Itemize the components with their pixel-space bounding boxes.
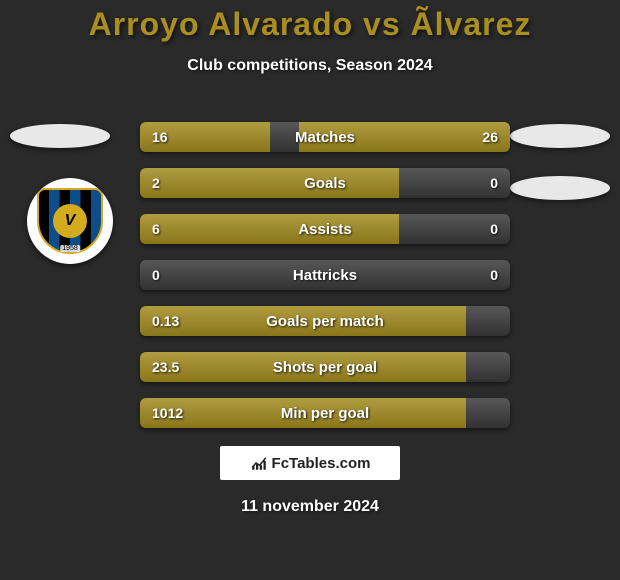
stat-left-segment [140,352,466,382]
stat-row: 1626Matches [140,122,510,152]
player-right-placeholder-2 [510,176,610,200]
player-right-placeholder-1 [510,124,610,148]
club-crest-year: 1958 [60,245,80,252]
stat-right-segment [299,122,510,152]
club-crest: V 1958 [27,178,113,264]
stat-right-value: 0 [490,168,498,198]
stat-row: 20Goals [140,168,510,198]
stat-left-segment [140,168,399,198]
brand-footer[interactable]: FcTables.com [220,446,400,480]
stat-row: 0.13Goals per match [140,306,510,336]
brand-text: FcTables.com [272,455,371,472]
stat-row: 1012Min per goal [140,398,510,428]
stat-left-segment [140,214,399,244]
stat-left-segment [140,306,466,336]
subtitle: Club competitions, Season 2024 [0,57,620,75]
comparison-bars: 1626Matches20Goals60Assists00Hattricks0.… [140,122,510,444]
stat-right-value: 0 [490,214,498,244]
date-text: 11 november 2024 [241,498,379,516]
stat-row: 23.5Shots per goal [140,352,510,382]
page-title: Arroyo Alvarado vs Ãlvarez [0,0,620,43]
stat-left-segment [140,398,466,428]
club-crest-letter: V [53,204,87,238]
stat-left-segment [140,122,270,152]
stat-left-value: 0 [152,260,160,290]
stat-row: 0 0Hattricks [140,260,510,290]
stat-row: 60Assists [140,214,510,244]
chart-icon [250,454,268,472]
stat-right-value: 0 [490,260,498,290]
player-left-placeholder [10,124,110,148]
stat-label: Hattricks [140,260,510,290]
